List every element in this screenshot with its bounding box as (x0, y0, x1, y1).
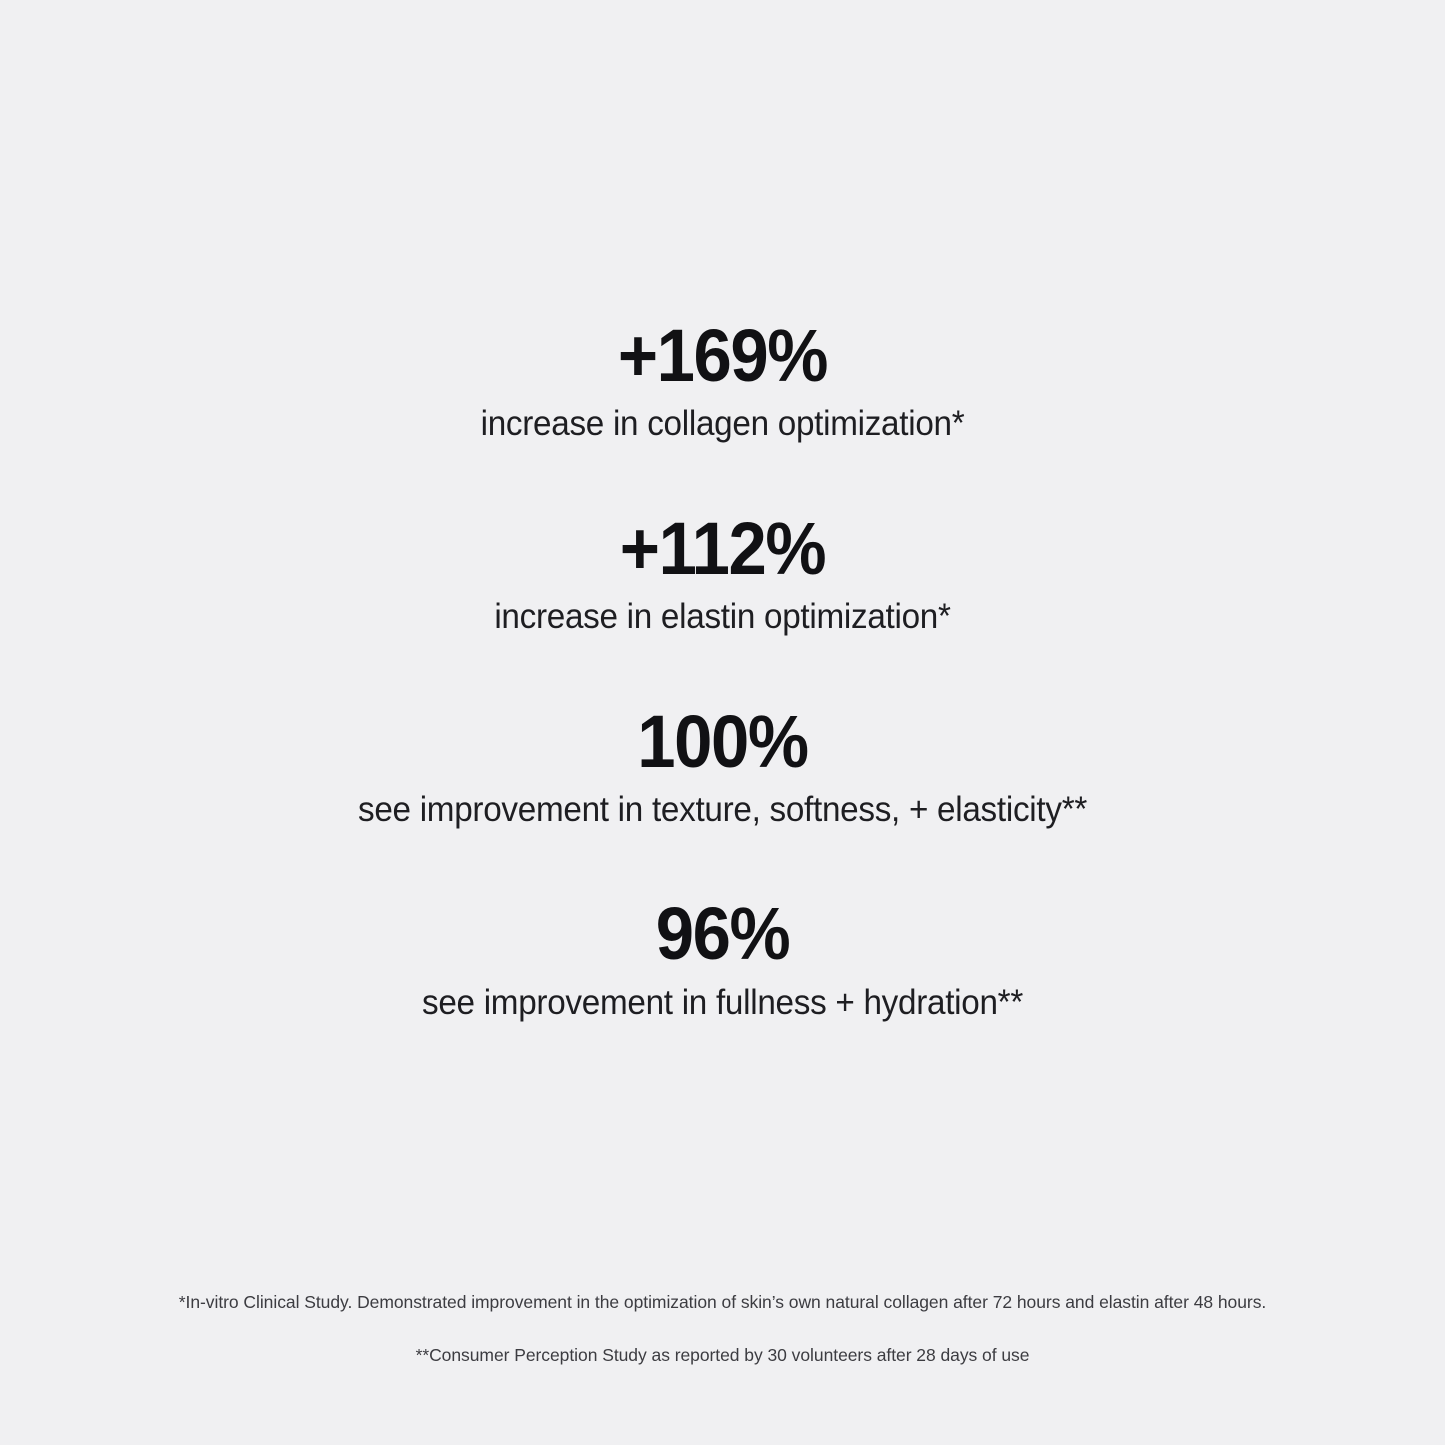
footnote-secondary: **Consumer Perception Study as reported … (415, 1344, 1030, 1365)
stat-label: see improvement in texture, softness, + … (357, 790, 1088, 829)
stat-value: 96% (655, 892, 791, 976)
stat-block-fullness-hydration: 96% see improvement in fullness + hydrat… (0, 896, 1445, 1023)
footnotes: *In-vitro Clinical Study. Demonstrated i… (0, 1292, 1445, 1367)
stat-label: increase in elastin optimization* (494, 597, 951, 637)
stat-block-elastin: +112% increase in elastin optimization* (0, 506, 1445, 638)
stat-block-texture-softness-elasticity: 100% see improvement in texture, softnes… (0, 699, 1445, 831)
footnote-primary: *In-vitro Clinical Study. Demonstrated i… (178, 1292, 1267, 1312)
stat-block-collagen: +169% increase in collagen optimization* (0, 318, 1445, 445)
stat-label: increase in collagen optimization* (480, 404, 965, 444)
stats-list: +169% increase in collagen optimization*… (0, 318, 1445, 1023)
stat-value: 100% (637, 699, 809, 783)
stat-value: +112% (619, 506, 827, 590)
stat-label: see improvement in fullness + hydration*… (422, 982, 1023, 1022)
stat-value: +169% (617, 314, 829, 397)
